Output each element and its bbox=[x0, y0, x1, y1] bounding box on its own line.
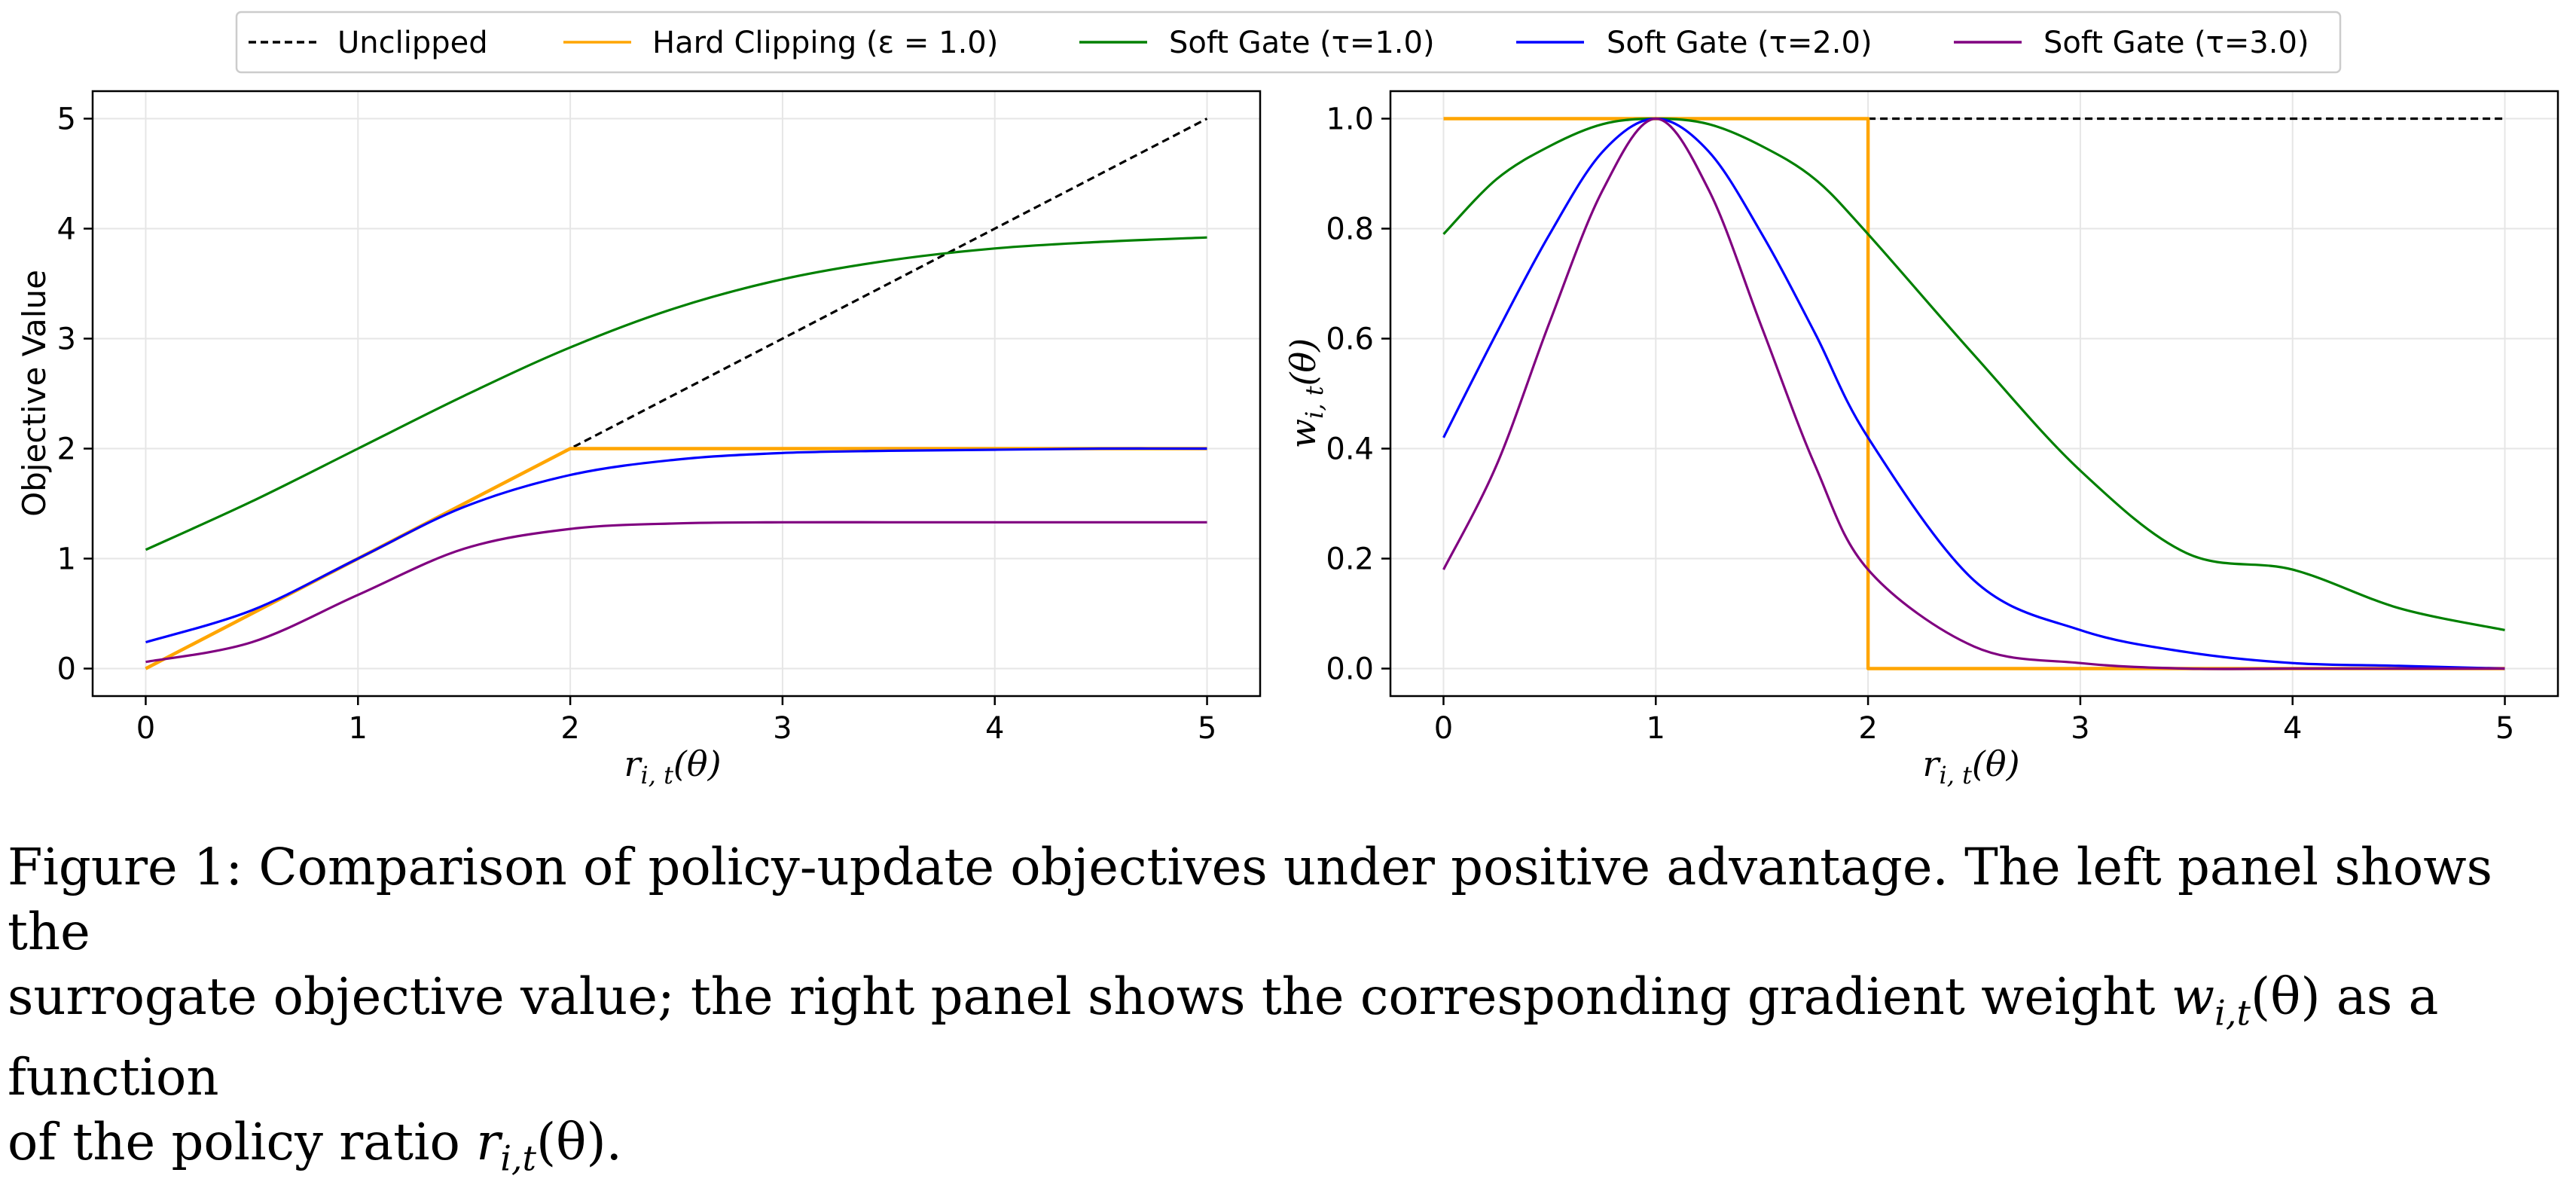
caption-ratio-subscript: i,t bbox=[500, 1138, 537, 1179]
left-x-tick-label: 1 bbox=[349, 711, 368, 746]
right-series bbox=[1442, 117, 2505, 670]
caption-weight-symbol: w bbox=[2171, 967, 2215, 1026]
right-x-axis-sub: i, t bbox=[1939, 761, 1972, 789]
legend-label-unclipped: Unclipped bbox=[337, 26, 488, 60]
right-y-tick-label: 0.6 bbox=[1326, 322, 1374, 357]
left-series-soft3 bbox=[145, 521, 1207, 664]
caption-line-3-end: . bbox=[606, 1113, 622, 1172]
right-panel: 0 1 2 3 4 5 0.0 0.2 0.4 0.6 0.8 1.0 ri, t(θ) wi, t(… bbox=[1283, 90, 2559, 789]
right-series-soft3 bbox=[1442, 117, 2505, 670]
legend-label-soft1: Soft Gate (τ=1.0) bbox=[1169, 26, 1435, 60]
caption-line-3-text: of the policy ratio bbox=[8, 1113, 460, 1172]
right-ticks: 0 1 2 3 4 5 0.0 0.2 0.4 0.6 0.8 1.0 bbox=[1326, 102, 2514, 747]
left-series-soft1 bbox=[145, 236, 1207, 551]
right-series-hard bbox=[1443, 117, 2505, 670]
right-x-tick-label: 1 bbox=[1647, 711, 1665, 746]
caption-line-2-text: surrogate objective value; the right pan… bbox=[8, 967, 2156, 1026]
right-grid bbox=[1390, 91, 2558, 696]
left-ticks: 0 1 2 3 4 5 0 1 2 3 4 5 bbox=[57, 102, 1217, 747]
legend: Unclipped Hard Clipping (ε = 1.0) Soft G… bbox=[235, 11, 2342, 74]
caption-line-1: Figure 1: Comparison of policy-update ob… bbox=[8, 838, 2492, 961]
right-x-tick-label: 4 bbox=[2283, 711, 2302, 746]
left-series-soft2 bbox=[145, 447, 1207, 644]
legend-label-soft2: Soft Gate (τ=2.0) bbox=[1607, 26, 1872, 60]
right-x-axis-label: ri, t(θ) bbox=[1922, 744, 2019, 789]
left-x-axis-sub: i, t bbox=[640, 761, 673, 789]
left-y-tick-label: 2 bbox=[57, 432, 76, 467]
legend-label-soft3: Soft Gate (τ=3.0) bbox=[2043, 26, 2309, 60]
caption-line-2: surrogate objective value; the right pan… bbox=[8, 964, 2572, 1110]
caption-weight-arg: (θ) bbox=[2250, 967, 2321, 1026]
caption-weight-subscript: i,t bbox=[2214, 992, 2251, 1034]
right-y-tick-label: 0.4 bbox=[1326, 432, 1374, 467]
legend-label-hard: Hard Clipping (ε = 1.0) bbox=[652, 26, 998, 60]
right-y-tick-label: 0.2 bbox=[1326, 542, 1374, 577]
left-y-axis-label: Objective Value bbox=[16, 270, 53, 517]
right-x-tick-label: 0 bbox=[1434, 711, 1453, 746]
left-x-tick-label: 4 bbox=[985, 711, 1004, 746]
right-y-axis-label: wi, t(θ) bbox=[1283, 338, 1329, 448]
right-x-axis-tail: (θ) bbox=[1972, 744, 2020, 784]
left-y-tick-label: 3 bbox=[57, 322, 76, 357]
left-y-tick-label: 5 bbox=[57, 102, 76, 137]
left-x-axis-label: ri, t(θ) bbox=[624, 744, 721, 789]
left-axes-frame bbox=[91, 90, 1262, 698]
right-series-soft2 bbox=[1442, 117, 2505, 670]
figure: Unclipped Hard Clipping (ε = 1.0) Soft G… bbox=[16, 11, 2559, 789]
right-series-soft1 bbox=[1442, 117, 2505, 631]
left-y-tick-label: 4 bbox=[57, 212, 76, 247]
left-x-tick-label: 2 bbox=[560, 711, 579, 746]
caption-ratio-symbol: r bbox=[476, 1113, 501, 1172]
right-y-tick-label: 1.0 bbox=[1326, 102, 1374, 137]
right-y-axis-sub: i, t bbox=[1300, 386, 1329, 419]
caption-line-3: of the policy ratio ri,t(θ). bbox=[8, 1110, 2572, 1190]
right-axes-frame bbox=[1389, 90, 2559, 698]
caption-ratio-arg: (θ) bbox=[536, 1113, 606, 1172]
figure-caption: Figure 1: Comparison of policy-update ob… bbox=[8, 835, 2572, 1191]
right-y-tick-label: 0.0 bbox=[1326, 652, 1374, 687]
left-x-tick-label: 0 bbox=[136, 711, 155, 746]
left-series bbox=[145, 118, 1208, 670]
right-x-tick-label: 3 bbox=[2071, 711, 2089, 746]
left-y-tick-label: 1 bbox=[57, 542, 76, 577]
left-x-tick-label: 3 bbox=[773, 711, 792, 746]
left-x-tick-label: 5 bbox=[1198, 711, 1216, 746]
legend-frame bbox=[235, 11, 2342, 74]
right-x-tick-label: 5 bbox=[2495, 711, 2514, 746]
left-x-axis-tail: (θ) bbox=[673, 744, 722, 784]
right-x-tick-label: 2 bbox=[1858, 711, 1877, 746]
right-y-axis-tail: (θ) bbox=[1283, 338, 1323, 386]
left-panel: 0 1 2 3 4 5 0 1 2 3 4 5 ri, t(θ) Objective Value bbox=[16, 90, 1262, 789]
left-y-tick-label: 0 bbox=[57, 652, 76, 687]
right-y-tick-label: 0.8 bbox=[1326, 212, 1374, 247]
